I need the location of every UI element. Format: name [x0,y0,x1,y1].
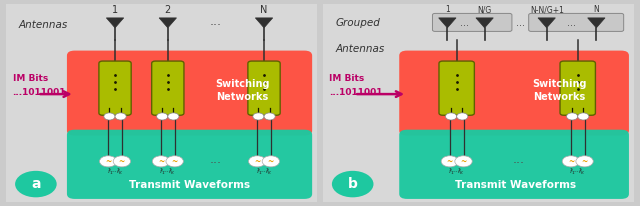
FancyBboxPatch shape [399,130,629,199]
Text: ~: ~ [254,156,260,165]
Text: N: N [593,5,599,14]
Text: ~: ~ [119,156,125,165]
FancyBboxPatch shape [67,130,312,199]
Circle shape [248,156,266,167]
Text: a: a [31,177,40,191]
FancyBboxPatch shape [0,0,326,206]
Text: $\hat{f}_1\!\cdots\!\hat{f}_K$: $\hat{f}_1\!\cdots\!\hat{f}_K$ [107,166,124,177]
Text: ...1011001: ...1011001 [13,88,66,97]
Circle shape [115,113,126,120]
Text: Antennas: Antennas [19,20,68,30]
Circle shape [576,156,593,167]
Text: ...: ... [567,18,576,28]
Text: ~: ~ [568,156,574,165]
Text: $\hat{f}_1\!\cdots\!\hat{f}_K$: $\hat{f}_1\!\cdots\!\hat{f}_K$ [448,166,465,177]
Circle shape [166,156,183,167]
Text: ~: ~ [158,156,164,165]
Circle shape [100,156,117,167]
Text: b: b [348,177,358,191]
Text: ~: ~ [172,156,178,165]
Text: 2: 2 [164,5,171,15]
FancyBboxPatch shape [439,61,474,115]
Text: $\hat{f}_1\!\cdots\!\hat{f}_K$: $\hat{f}_1\!\cdots\!\hat{f}_K$ [570,166,586,177]
FancyBboxPatch shape [399,51,629,136]
FancyBboxPatch shape [99,61,131,115]
FancyBboxPatch shape [433,13,512,31]
Text: Switching
Networks: Switching Networks [215,78,269,102]
Text: N-N/G+1: N-N/G+1 [530,5,564,14]
Circle shape [566,113,578,120]
Text: ...1011001: ...1011001 [330,88,383,97]
Text: Antennas: Antennas [335,44,385,54]
Text: ~: ~ [447,156,453,165]
Text: Grouped: Grouped [335,18,381,28]
Text: $\hat{f}_1\!\cdots\!\hat{f}_K$: $\hat{f}_1\!\cdots\!\hat{f}_K$ [159,166,176,177]
Circle shape [332,171,374,197]
FancyBboxPatch shape [314,0,640,206]
Text: IM Bits: IM Bits [13,74,48,83]
Text: ...: ... [210,15,222,28]
Circle shape [578,113,589,120]
FancyBboxPatch shape [248,61,280,115]
Circle shape [15,171,57,197]
Polygon shape [588,18,605,28]
Circle shape [152,156,170,167]
Text: ...: ... [516,18,525,28]
Text: Switching
Networks: Switching Networks [532,78,586,102]
Polygon shape [159,18,177,28]
Text: $\hat{f}_1\!\cdots\!\hat{f}_K$: $\hat{f}_1\!\cdots\!\hat{f}_K$ [255,166,273,177]
Text: ...: ... [460,18,469,28]
Text: ~: ~ [581,156,588,165]
Polygon shape [255,18,273,28]
Circle shape [113,156,131,167]
Text: 1: 1 [445,5,450,14]
FancyBboxPatch shape [560,61,595,115]
Text: ~: ~ [460,156,467,165]
Circle shape [253,113,264,120]
Text: Transmit Waveforms: Transmit Waveforms [129,180,250,190]
Text: ~: ~ [105,156,111,165]
FancyBboxPatch shape [67,51,312,136]
Circle shape [445,113,457,120]
Polygon shape [538,18,556,28]
Circle shape [562,156,580,167]
Text: IM Bits: IM Bits [330,74,365,83]
Circle shape [457,113,468,120]
Text: ...: ... [513,153,525,166]
Polygon shape [438,18,456,28]
Circle shape [455,156,472,167]
Text: ~: ~ [268,156,274,165]
Circle shape [441,156,458,167]
Text: 1: 1 [112,5,118,15]
Text: Transmit Waveforms: Transmit Waveforms [455,180,576,190]
Text: ...: ... [210,153,222,166]
Circle shape [104,113,115,120]
Polygon shape [106,18,124,28]
Circle shape [168,113,179,120]
FancyBboxPatch shape [529,13,623,31]
Circle shape [264,113,275,120]
Text: N/G: N/G [477,5,492,14]
Circle shape [262,156,280,167]
Circle shape [157,113,168,120]
Polygon shape [476,18,493,28]
FancyBboxPatch shape [152,61,184,115]
Text: N: N [260,5,268,15]
